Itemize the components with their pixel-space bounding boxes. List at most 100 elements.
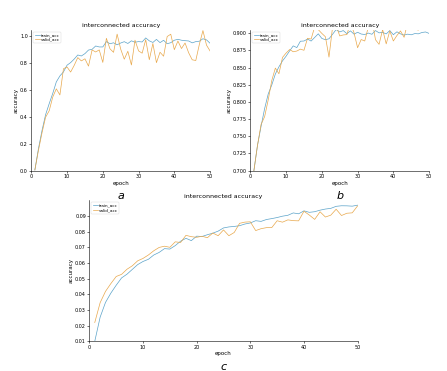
- valid_acc: [419, 22, 425, 26]
- train_acc: [387, 28, 392, 33]
- valid_acc: [285, 218, 291, 222]
- train_acc: [173, 243, 178, 248]
- valid_acc: [344, 211, 350, 216]
- valid_acc: [156, 245, 162, 250]
- valid_acc: [426, 22, 432, 26]
- valid_acc: [108, 281, 114, 286]
- train_acc: [108, 291, 114, 295]
- valid_acc: [215, 233, 221, 238]
- valid_acc: [274, 219, 280, 223]
- train_acc: [205, 233, 210, 237]
- train_acc: [401, 33, 407, 37]
- train_acc: [36, 147, 41, 151]
- valid_acc: [164, 34, 170, 39]
- train_acc: [129, 39, 134, 43]
- train_acc: [341, 28, 346, 33]
- valid_acc: [391, 39, 396, 43]
- train_acc: [50, 91, 55, 96]
- valid_acc: [301, 209, 307, 213]
- valid_acc: [333, 23, 339, 27]
- train_acc: [355, 203, 360, 207]
- valid_acc: [150, 41, 156, 46]
- valid_acc: [190, 58, 195, 62]
- train_acc: [92, 339, 97, 344]
- valid_acc: [183, 233, 189, 237]
- valid_acc: [348, 21, 353, 25]
- train_acc: [89, 47, 95, 52]
- train_acc: [136, 39, 141, 44]
- valid_acc: [376, 42, 382, 47]
- Legend: train_acc, valid_acc: train_acc, valid_acc: [92, 203, 119, 214]
- valid_acc: [398, 29, 403, 33]
- valid_acc: [100, 60, 105, 65]
- valid_acc: [264, 226, 269, 230]
- train_acc: [412, 31, 417, 36]
- train_acc: [262, 106, 267, 111]
- train_acc: [328, 206, 333, 211]
- train_acc: [419, 30, 425, 35]
- valid_acc: [43, 115, 48, 119]
- train_acc: [308, 39, 314, 43]
- X-axis label: epoch: epoch: [112, 181, 129, 186]
- train_acc: [100, 45, 105, 49]
- train_acc: [291, 44, 296, 48]
- valid_acc: [54, 87, 59, 91]
- train_acc: [182, 39, 188, 43]
- train_acc: [391, 32, 396, 37]
- valid_acc: [36, 148, 41, 152]
- train_acc: [143, 36, 148, 40]
- train_acc: [287, 49, 292, 53]
- valid_acc: [405, 20, 410, 25]
- train_acc: [186, 39, 191, 43]
- valid_acc: [287, 47, 292, 52]
- valid_acc: [337, 34, 342, 38]
- valid_acc: [129, 63, 134, 67]
- valid_acc: [301, 48, 307, 53]
- train_acc: [107, 42, 113, 46]
- valid_acc: [146, 253, 151, 257]
- Line: valid_acc: valid_acc: [95, 206, 358, 322]
- train_acc: [283, 54, 289, 59]
- Text: a: a: [117, 191, 124, 201]
- train_acc: [147, 39, 152, 43]
- train_acc: [276, 65, 282, 69]
- train_acc: [114, 43, 120, 47]
- train_acc: [139, 40, 145, 44]
- valid_acc: [136, 49, 141, 53]
- Text: c: c: [220, 362, 227, 371]
- Y-axis label: accuracy: accuracy: [14, 88, 19, 113]
- train_acc: [269, 216, 274, 221]
- valid_acc: [307, 213, 312, 217]
- train_acc: [248, 221, 253, 225]
- train_acc: [294, 45, 299, 50]
- valid_acc: [344, 32, 350, 37]
- valid_acc: [179, 46, 184, 51]
- train_acc: [64, 63, 70, 68]
- train_acc: [264, 217, 269, 222]
- train_acc: [348, 29, 353, 33]
- valid_acc: [373, 37, 378, 42]
- valid_acc: [199, 234, 205, 239]
- valid_acc: [151, 249, 156, 253]
- valid_acc: [323, 35, 328, 39]
- train_acc: [111, 40, 116, 45]
- valid_acc: [72, 63, 77, 68]
- train_acc: [350, 204, 355, 209]
- valid_acc: [269, 78, 274, 83]
- train_acc: [175, 37, 181, 42]
- valid_acc: [97, 301, 103, 305]
- train_acc: [221, 226, 226, 230]
- train_acc: [154, 37, 159, 42]
- train_acc: [210, 231, 215, 236]
- train_acc: [124, 272, 130, 276]
- valid_acc: [172, 47, 177, 52]
- train_acc: [72, 57, 77, 61]
- valid_acc: [242, 220, 248, 224]
- valid_acc: [317, 210, 323, 214]
- Line: train_acc: train_acc: [95, 205, 358, 341]
- train_acc: [79, 54, 84, 58]
- train_acc: [307, 210, 312, 214]
- valid_acc: [226, 233, 232, 238]
- valid_acc: [61, 66, 66, 71]
- valid_acc: [79, 59, 84, 63]
